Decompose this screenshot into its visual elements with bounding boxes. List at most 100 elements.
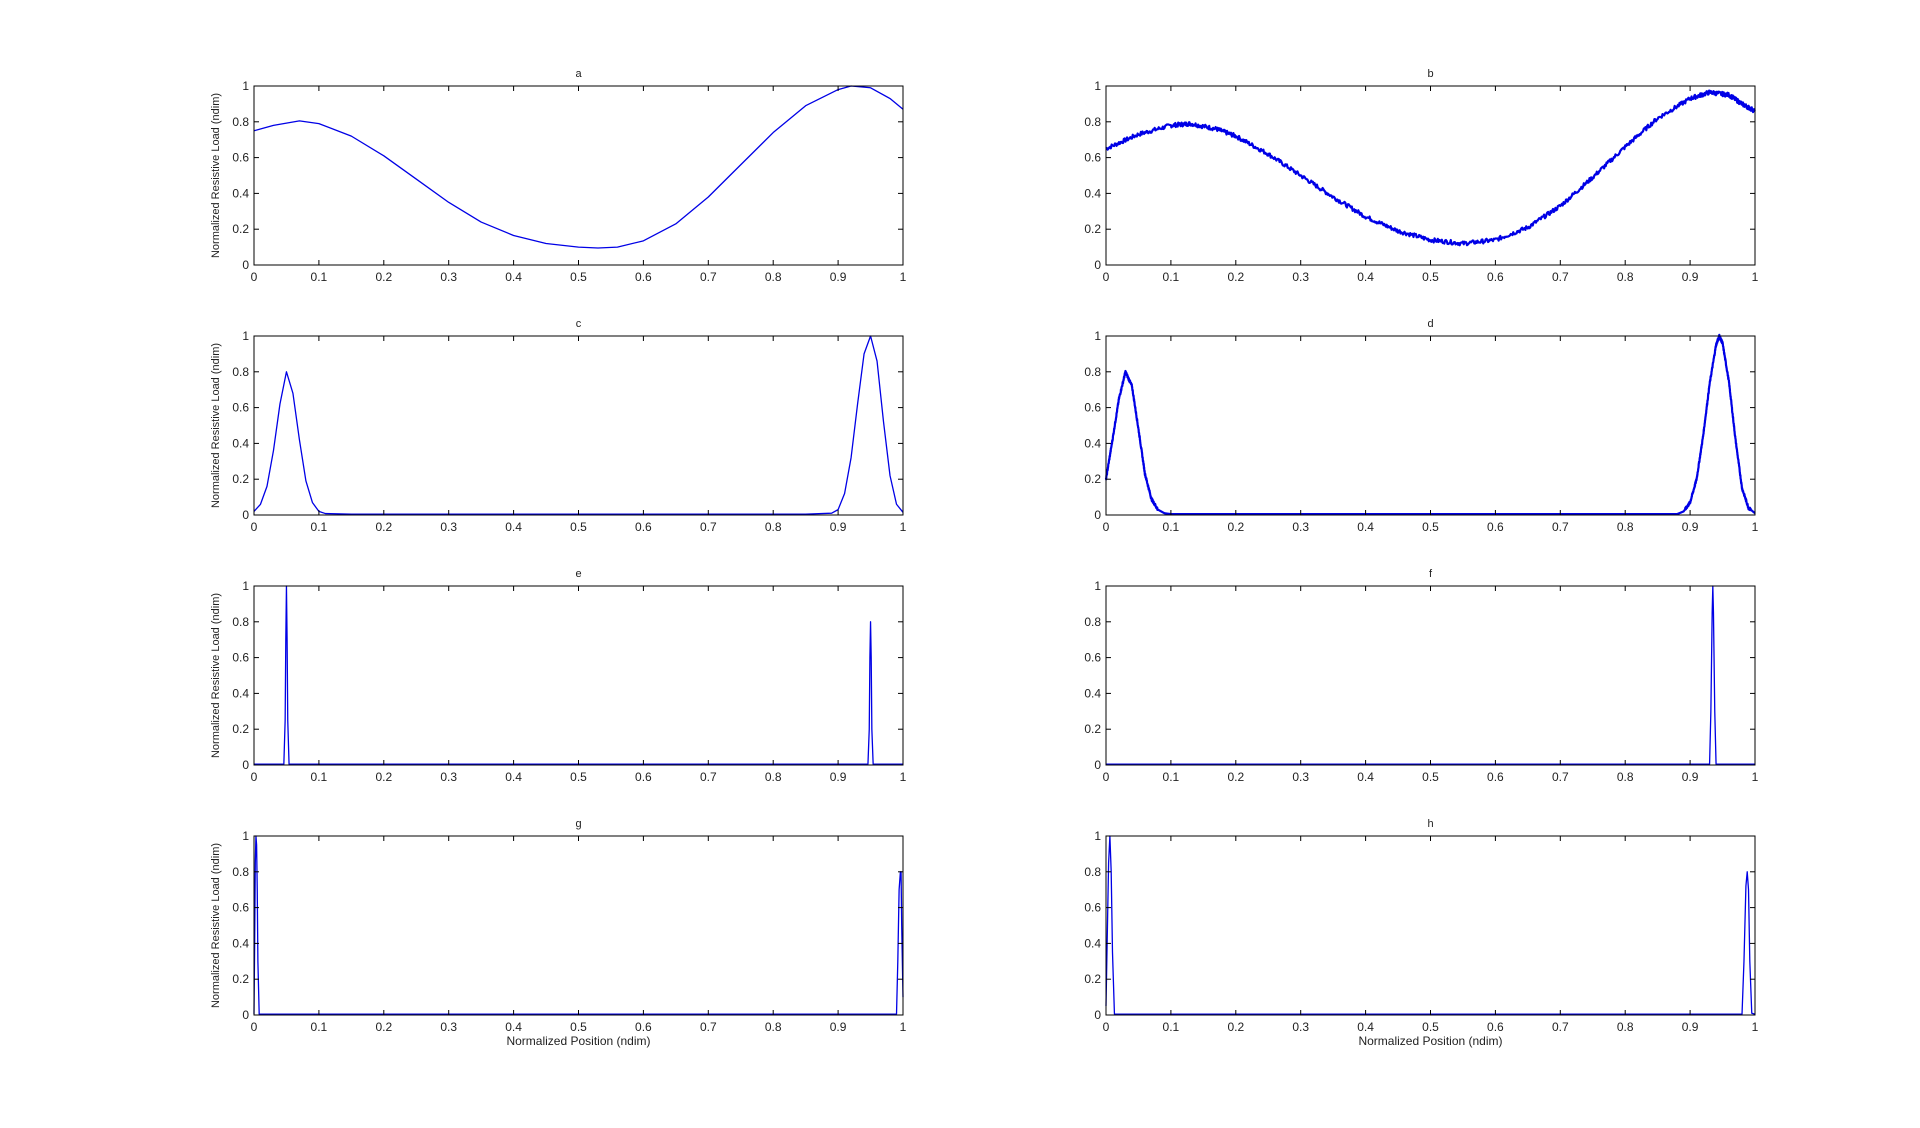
subplot-c: c 0 0.1 0.2 0.3 0.4 0.5 0.6 0.7 0.8 0.9 1 0 0.2 0.4 0.6… [210, 318, 907, 534]
x-tick-label: 0.1 [1163, 520, 1180, 534]
y-tick-label: 0.8 [1084, 115, 1101, 129]
x-tick-label: 0.8 [765, 270, 782, 284]
series-line [254, 585, 903, 765]
x-tick-label: 1 [1752, 520, 1759, 534]
y-tick-label: 0 [1094, 758, 1101, 772]
x-tick-label: 1 [900, 1020, 907, 1034]
series-line [1104, 333, 1756, 516]
x-tick-label: 0.4 [505, 520, 522, 534]
x-tick-label: 0.5 [570, 1020, 587, 1034]
x-tick-label: 0.6 [635, 520, 652, 534]
x-tick-label: 0.2 [1227, 770, 1244, 784]
y-tick-label: 0.4 [1084, 686, 1101, 700]
x-tick-label: 0 [251, 520, 258, 534]
axes-frame [253, 85, 904, 266]
x-tick-label: 0.3 [440, 770, 457, 784]
y-axis-label: Normalized Resistive Load (ndim) [210, 93, 222, 258]
y-tick-label: 0.8 [232, 865, 249, 879]
y-tick-label: 1 [1094, 579, 1101, 593]
x-tick-label: 0.9 [830, 270, 847, 284]
subplot-e: e 0 0.1 0.2 0.3 0.4 0.5 0.6 0.7 0.8 0.9 1 0 0.2 0.4 0.6… [210, 568, 907, 784]
x-tick-label: 0.4 [505, 1020, 522, 1034]
y-tick-label: 0 [1094, 258, 1101, 272]
y-tick-label: 0.4 [232, 686, 249, 700]
y-tick-label: 0.6 [1084, 151, 1101, 165]
subplot-a: a 0 0.1 0.2 0.3 0.4 0.5 0.6 0.7 0.8 0.9 1 0 0.2 0.4 0.6… [210, 68, 907, 284]
x-tick-label: 1 [1752, 270, 1759, 284]
axes-frame [1105, 585, 1756, 766]
x-tick-label: 0.9 [1682, 520, 1699, 534]
x-tick-label: 0.9 [1682, 770, 1699, 784]
y-axis-label: Normalized Resistive Load (ndim) [210, 593, 222, 758]
x-tick-label: 0.7 [700, 520, 717, 534]
subplot-title: b [1427, 68, 1433, 80]
y-tick-label: 0.8 [232, 365, 249, 379]
y-tick-label: 0.2 [232, 722, 249, 736]
y-tick-label: 0.2 [1084, 722, 1101, 736]
series-line [253, 335, 904, 515]
x-tick-label: 0.4 [1357, 770, 1374, 784]
axes-frame [1105, 835, 1756, 1016]
subplot-title: f [1429, 568, 1433, 580]
x-tick-label: 0.4 [1357, 520, 1374, 534]
x-tick-label: 0 [1103, 1020, 1110, 1034]
x-tick-label: 0.9 [1682, 270, 1699, 284]
y-tick-label: 0.2 [1084, 972, 1101, 986]
y-tick-label: 0 [242, 508, 249, 522]
x-tick-label: 0.3 [1292, 520, 1309, 534]
x-tick-label: 0.2 [375, 270, 392, 284]
y-tick-label: 0.8 [1084, 865, 1101, 879]
x-tick-label: 0.8 [1617, 1020, 1634, 1034]
x-tick-label: 0.9 [830, 770, 847, 784]
x-tick-label: 1 [900, 770, 907, 784]
axes-frame [1105, 335, 1756, 516]
x-tick-label: 0.5 [570, 270, 587, 284]
axes-frame [253, 335, 904, 516]
y-tick-label: 1 [242, 829, 249, 843]
x-tick-label: 0.2 [375, 770, 392, 784]
series-line [253, 85, 904, 249]
x-tick-label: 0.2 [375, 520, 392, 534]
x-axis-label: Normalized Position (ndim) [506, 1034, 650, 1048]
subplot-title: c [576, 318, 582, 330]
x-tick-label: 0.8 [1617, 520, 1634, 534]
subplot-h: h 0 0.1 0.2 0.3 0.4 0.5 0.6 0.7 0.8 0.9 1 0 0.2 0.4 0.6… [1084, 818, 1758, 1048]
subplot-title: g [575, 818, 581, 830]
subplot-title: e [575, 568, 581, 580]
x-tick-label: 0.7 [1552, 270, 1569, 284]
x-tick-label: 0 [251, 1020, 258, 1034]
x-tick-label: 0.1 [311, 270, 328, 284]
y-tick-label: 0.4 [1084, 436, 1101, 450]
x-tick-label: 0.6 [1487, 1020, 1504, 1034]
axes-frame [1105, 85, 1756, 266]
x-tick-label: 1 [900, 270, 907, 284]
y-tick-label: 1 [1094, 829, 1101, 843]
x-tick-label: 0.5 [570, 520, 587, 534]
x-tick-label: 0.7 [1552, 770, 1569, 784]
x-tick-label: 0.9 [1682, 1020, 1699, 1034]
y-tick-label: 1 [242, 79, 249, 93]
y-axis-label: Normalized Resistive Load (ndim) [210, 843, 222, 1008]
subplot-title: h [1427, 818, 1433, 830]
x-tick-label: 0.4 [505, 270, 522, 284]
subplot-f: f 0 0.1 0.2 0.3 0.4 0.5 0.6 0.7 0.8 0.9 1 0 0.2 0.4 0.6… [1084, 568, 1758, 784]
x-tick-label: 0.3 [1292, 270, 1309, 284]
y-tick-label: 1 [242, 329, 249, 343]
x-tick-label: 1 [900, 520, 907, 534]
y-tick-label: 0.2 [232, 472, 249, 486]
axes-frame [253, 835, 904, 1016]
x-tick-label: 0.2 [1227, 520, 1244, 534]
y-tick-label: 0.2 [1084, 222, 1101, 236]
x-tick-label: 0.7 [700, 270, 717, 284]
series-line [253, 835, 904, 1015]
y-tick-label: 0 [242, 258, 249, 272]
x-tick-label: 0.7 [1552, 520, 1569, 534]
x-tick-label: 0.1 [311, 520, 328, 534]
x-tick-label: 0.1 [1163, 270, 1180, 284]
x-tick-label: 0.1 [311, 770, 328, 784]
x-tick-label: 0.3 [1292, 770, 1309, 784]
x-tick-label: 0.6 [635, 1020, 652, 1034]
x-tick-label: 0.8 [1617, 270, 1634, 284]
y-tick-label: 0.6 [1084, 901, 1101, 915]
subplot-title: d [1427, 318, 1433, 330]
